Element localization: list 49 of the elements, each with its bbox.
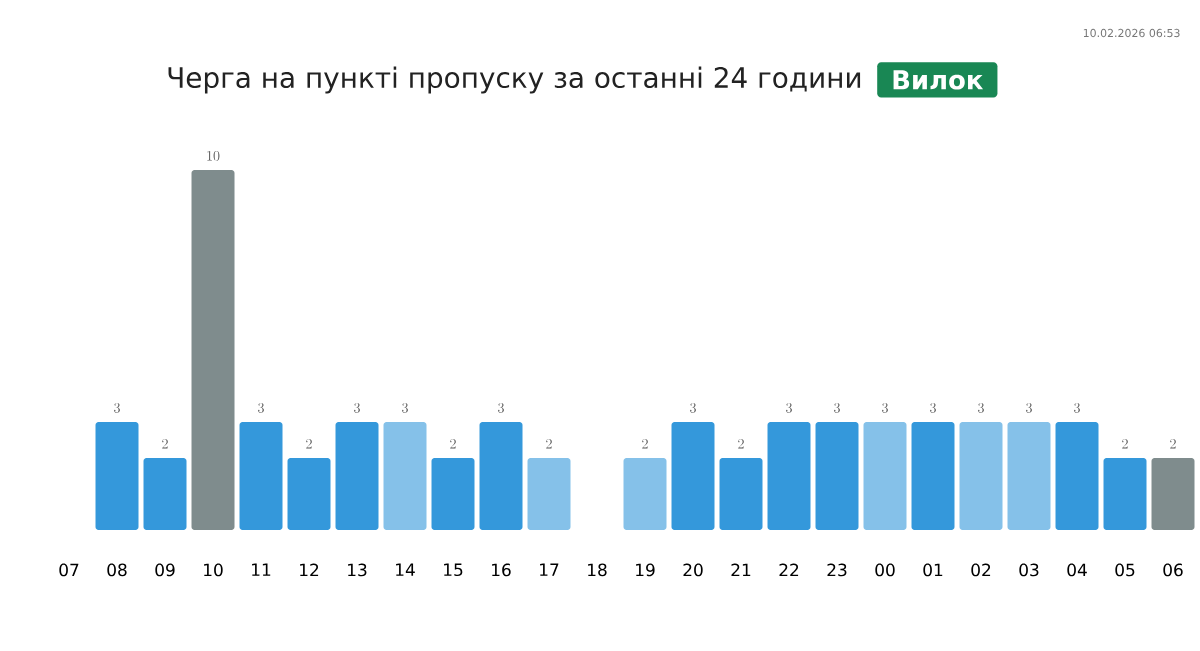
text: 10.02.2026 06:53: [1083, 28, 1180, 38]
x-tick-label: 07: [59, 563, 79, 577]
data-label: 3: [114, 402, 120, 413]
x-tick-label: 18: [588, 563, 607, 577]
data-label: 2: [1170, 438, 1176, 449]
data-label: 3: [690, 402, 696, 413]
data-label: 3: [786, 402, 792, 413]
data-label: 3: [258, 402, 264, 413]
data-label: 3: [354, 402, 360, 413]
x-tick-label: 14: [396, 563, 415, 576]
data-label: 3: [498, 402, 504, 413]
x-tick-label: 10: [204, 563, 223, 577]
data-label: 2: [642, 438, 648, 449]
x-tick-label: 11: [252, 563, 271, 576]
data-label: 2: [450, 438, 456, 449]
data-label: 3: [402, 402, 408, 413]
x-tick-label: 21: [731, 563, 751, 577]
x-tick-label: 05: [1115, 563, 1135, 577]
data-label: 3: [978, 402, 984, 413]
x-tick-label: 19: [636, 563, 655, 577]
x-tick-label: 13: [348, 563, 367, 577]
x-tick-label: 08: [107, 563, 127, 577]
x-tick-label: 06: [1163, 563, 1183, 577]
x-tick-label: 23: [827, 563, 847, 577]
x-tick-label: 17: [540, 563, 559, 576]
x-tick-label: 12: [300, 563, 319, 577]
x-tick-label: 20: [683, 563, 703, 577]
data-label: 3: [882, 402, 888, 413]
data-label: 2: [738, 438, 744, 449]
x-tick-label: 22: [779, 563, 799, 577]
x-tick-label: 16: [492, 563, 511, 577]
x-tick-label: 01: [923, 563, 943, 577]
data-label: 10: [207, 150, 220, 161]
data-label: 3: [1026, 402, 1032, 413]
x-tick-label: 15: [444, 563, 463, 577]
x-tick-label: 02: [971, 563, 991, 577]
data-label: 2: [162, 438, 168, 449]
chart-subtitle: Вилок: [893, 70, 984, 90]
x-tick-label: 03: [1019, 563, 1039, 577]
x-tick-label: 00: [875, 563, 895, 577]
data-label: 2: [306, 438, 312, 449]
x-tick-label: 04: [1067, 563, 1087, 577]
data-label: 2: [1122, 438, 1128, 449]
data-label: 3: [834, 402, 840, 413]
chart-title: Черга на пункті пропуску за останні 24 години: [168, 66, 861, 94]
data-label: 2: [546, 438, 552, 449]
data-label: 3: [930, 402, 936, 413]
x-tick-label: 09: [155, 563, 175, 577]
data-label: 3: [1074, 402, 1080, 413]
